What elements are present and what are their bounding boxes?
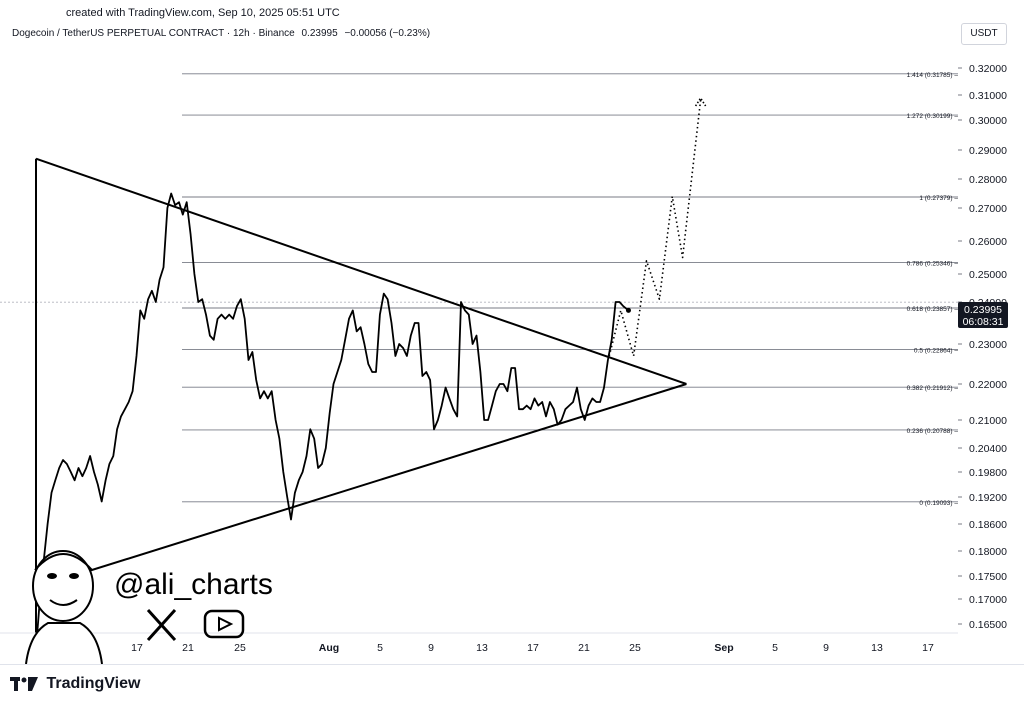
y-tick-label: 0.19800 bbox=[969, 467, 1007, 479]
y-tick-label: 0.18000 bbox=[969, 546, 1007, 558]
y-tick-label: 0.20400 bbox=[969, 443, 1007, 455]
y-tick-label: 0.31000 bbox=[969, 90, 1007, 102]
price-chart[interactable]: 1.414 (0.31785) – 1.272 (0.30199) – 1 (0.2… bbox=[0, 48, 1024, 664]
x-tick-label: Aug bbox=[319, 642, 339, 654]
x-tick-label: 13 bbox=[871, 642, 883, 654]
fib-level-label: 0.236 (0.20788) – bbox=[907, 428, 959, 435]
x-tick-label: 17 bbox=[527, 642, 539, 654]
badge-countdown: 06:08:31 bbox=[963, 316, 1004, 328]
y-tick-label: 0.28000 bbox=[969, 174, 1007, 186]
fib-level-label: 0.618 (0.23857) – bbox=[907, 306, 959, 313]
footer-divider bbox=[0, 664, 1024, 665]
fib-level-label: 1.272 (0.30199) – bbox=[907, 113, 959, 120]
x-tick-label: 9 bbox=[428, 642, 434, 654]
price-line bbox=[35, 192, 630, 650]
y-tick-label: 0.19200 bbox=[969, 492, 1007, 504]
price-badge: 0.23995 06:08:31 bbox=[958, 302, 1008, 328]
x-tick-label: 21 bbox=[182, 642, 194, 654]
fib-level-label: 1.414 (0.31785) – bbox=[907, 72, 959, 79]
x-tick-label: 17 bbox=[131, 642, 143, 654]
x-logo-icon bbox=[146, 608, 177, 642]
fib-level-label: 0.382 (0.21912) – bbox=[907, 385, 959, 392]
avatar-caricature bbox=[25, 550, 103, 664]
x-tick-label: 5 bbox=[772, 642, 778, 654]
fib-level-label: 0.5 (0.22864) – bbox=[914, 347, 958, 354]
watermark-handle: @ali_charts bbox=[114, 568, 273, 601]
trendlines bbox=[35, 157, 687, 633]
x-tick-label: 17 bbox=[922, 642, 934, 654]
y-tick-label: 0.27000 bbox=[969, 203, 1007, 215]
triangle-trendline bbox=[35, 157, 687, 385]
x-tick-label: 25 bbox=[234, 642, 246, 654]
x-tick-label: 9 bbox=[823, 642, 829, 654]
last-price: 0.23995 bbox=[301, 28, 338, 39]
y-tick-label: 0.30000 bbox=[969, 115, 1007, 127]
x-axis: 913172125Aug5913172125Sep591317 bbox=[0, 632, 958, 654]
y-tick-label: 0.25000 bbox=[969, 269, 1007, 281]
y-tick-label: 0.21000 bbox=[969, 415, 1007, 427]
y-tick-label: 0.22000 bbox=[969, 379, 1007, 391]
fib-levels: 1.414 (0.31785) – 1.272 (0.30199) – 1 (0.2… bbox=[0, 72, 958, 507]
chart-credit: created with TradingView.com, Sep 10, 20… bbox=[66, 7, 340, 19]
x-tick-label: Sep bbox=[714, 642, 733, 654]
currency-button[interactable]: USDT bbox=[961, 23, 1007, 45]
y-tick-label: 0.29000 bbox=[969, 145, 1007, 157]
y-tick-label: 0.23000 bbox=[969, 339, 1007, 351]
y-tick-label: 0.18600 bbox=[969, 519, 1007, 531]
y-tick-label: 0.17500 bbox=[969, 571, 1007, 583]
x-tick-label: 25 bbox=[629, 642, 641, 654]
y-tick-label: 0.32000 bbox=[969, 63, 1007, 75]
y-tick-label: 0.16500 bbox=[969, 619, 1007, 631]
y-tick-label: 0.26000 bbox=[969, 236, 1007, 248]
watermark: @ali_charts bbox=[25, 550, 273, 664]
symbol-header: Dogecoin / TetherUS PERPETUAL CONTRACT ·… bbox=[12, 28, 430, 39]
last-price-dot bbox=[625, 307, 631, 313]
x-tick-label: 21 bbox=[578, 642, 590, 654]
y-axis: 0.32000 0.31000 0.30000 0.29000 0.28000 0.270… bbox=[958, 63, 1007, 631]
price-series bbox=[35, 96, 707, 650]
fib-level-label: 0 (0.19093) – bbox=[919, 500, 958, 507]
youtube-icon bbox=[203, 609, 245, 639]
x-tick-label: 5 bbox=[377, 642, 383, 654]
x-tick-label: 13 bbox=[476, 642, 488, 654]
fib-level-label: 1 (0.27379) – bbox=[919, 195, 958, 202]
badge-price: 0.23995 bbox=[964, 304, 1002, 316]
price-change: −0.00056 (−0.23%) bbox=[344, 28, 431, 39]
projection-path bbox=[608, 99, 702, 357]
symbol-title: Dogecoin / TetherUS PERPETUAL CONTRACT ·… bbox=[12, 28, 295, 39]
footer-brand: TradingView bbox=[10, 675, 140, 693]
tradingview-logo-icon bbox=[10, 677, 38, 691]
y-tick-label: 0.17000 bbox=[969, 594, 1007, 606]
price-badge-bg bbox=[958, 302, 1008, 328]
footer-brand-text: TradingView bbox=[46, 675, 141, 692]
fib-level-label: 0.786 (0.25346) – bbox=[907, 261, 959, 268]
triangle-trendline bbox=[35, 383, 687, 589]
